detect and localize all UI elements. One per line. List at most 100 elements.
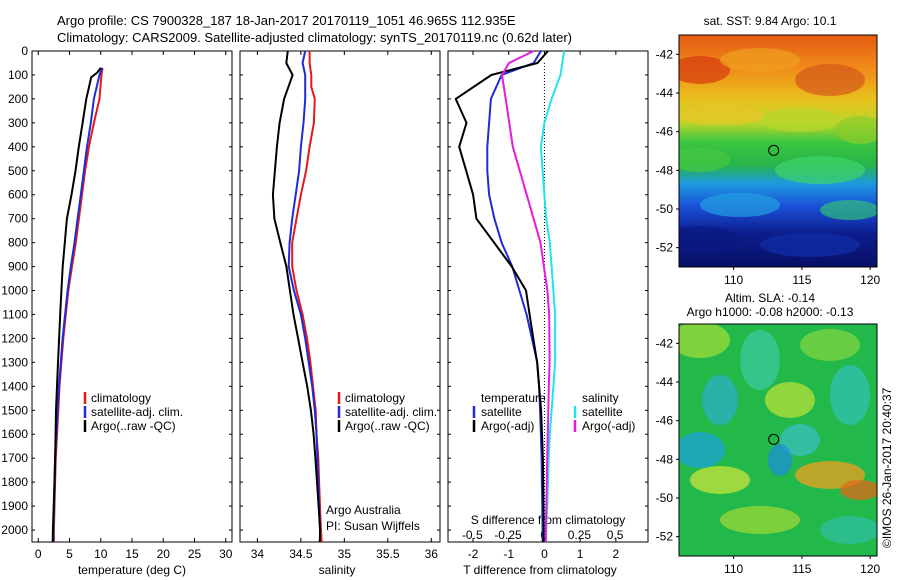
legend-label-sal-argo: Argo(-adj) bbox=[582, 419, 635, 433]
x-tick-label: 1 bbox=[577, 547, 584, 561]
depth-tick-label: 900 bbox=[8, 260, 28, 274]
depth-tick-label: 1900 bbox=[1, 499, 28, 513]
x-tick-label: 2 bbox=[613, 547, 620, 561]
sst-heatmap bbox=[679, 35, 877, 267]
x-tick-label: 25 bbox=[188, 547, 202, 561]
depth-tick-label: 1500 bbox=[1, 403, 28, 417]
depth-tick-label: 100 bbox=[8, 68, 28, 82]
map-y-tick-label: -42 bbox=[656, 47, 674, 61]
map-x-tick-label: 120 bbox=[860, 562, 880, 576]
sla-map-frame bbox=[678, 323, 878, 557]
depth-tick-label: 2000 bbox=[1, 523, 28, 537]
sla-texture bbox=[720, 506, 800, 534]
credit-pi: PI: Susan Wijffels bbox=[326, 519, 420, 533]
map-y-tick-label: -48 bbox=[656, 452, 674, 466]
x-tick-label: 0 bbox=[541, 547, 548, 561]
depth-tick-label: 1000 bbox=[1, 284, 28, 298]
sla-texture bbox=[679, 324, 730, 358]
x-tick-label: 15 bbox=[125, 547, 139, 561]
argo-position-marker bbox=[768, 433, 780, 445]
legend-label-argo: Argo(..raw -QC) bbox=[345, 419, 430, 433]
sst-texture bbox=[775, 156, 865, 184]
map-y-tick-label: -44 bbox=[656, 375, 674, 389]
argo-position-marker bbox=[768, 144, 780, 156]
x-tick-label: 20 bbox=[157, 547, 171, 561]
difference-x-label: T difference from climatology bbox=[463, 563, 617, 577]
map-y-tick-label: -42 bbox=[656, 336, 674, 350]
series-line-salinity-satellite bbox=[539, 50, 566, 542]
legend-label-satellite: satellite-adj. clim. bbox=[345, 405, 437, 419]
x-tick-label: 10 bbox=[94, 547, 108, 561]
sla-map-axes: -42 -44 -46 -48 -50 -52 110 115 120 bbox=[656, 336, 881, 576]
series-line-temperature-satellite bbox=[486, 50, 544, 542]
sst-texture bbox=[679, 148, 730, 172]
series-line-argo-raw-qc bbox=[271, 50, 322, 543]
s-diff-tick-label: -0.25 bbox=[494, 528, 522, 542]
depth-tick-label: 1700 bbox=[1, 451, 28, 465]
sla-texture bbox=[780, 424, 820, 456]
map-y-tick-label: -46 bbox=[656, 414, 674, 428]
sla-texture bbox=[800, 329, 860, 361]
map-x-tick-label: 110 bbox=[724, 273, 743, 287]
map-y-tick-label: -44 bbox=[656, 86, 674, 100]
depth-tick-label: 1400 bbox=[1, 379, 28, 393]
map-y-tick-label: -48 bbox=[656, 163, 674, 177]
sla-texture bbox=[768, 444, 792, 476]
credit-argo-australia: Argo Australia bbox=[326, 503, 401, 517]
series-line-argo-raw-qc bbox=[51, 67, 102, 543]
difference-series-group bbox=[454, 50, 566, 543]
depth-tick-label: 1200 bbox=[1, 331, 28, 345]
x-tick-label: 34.5 bbox=[289, 547, 313, 561]
figure-title-line2: Climatology: CARS2009. Satellite-adjuste… bbox=[57, 30, 572, 45]
sst-texture bbox=[679, 105, 765, 125]
map-y-tick-label: -52 bbox=[656, 530, 674, 544]
sla-texture bbox=[679, 432, 725, 468]
depth-tick-label: 0 bbox=[21, 44, 28, 58]
x-tick-label: 0 bbox=[35, 547, 42, 561]
sst-texture bbox=[720, 48, 800, 72]
map-x-tick-label: 110 bbox=[724, 562, 743, 576]
sst-texture bbox=[760, 233, 860, 257]
depth-tick-label: 700 bbox=[8, 212, 28, 226]
sla-texture bbox=[830, 365, 870, 425]
salinity-legend: climatology satellite-adj. clim. Argo(..… bbox=[326, 391, 437, 533]
legend-label-temp-satellite: satellite bbox=[481, 405, 522, 419]
s-diff-tick-label: 0.25 bbox=[568, 528, 592, 542]
map-x-tick-label: 115 bbox=[792, 273, 811, 287]
temperature-x-axis: 0 5 10 15 20 25 30 bbox=[35, 51, 233, 561]
depth-tick-label: 200 bbox=[8, 92, 28, 106]
x-tick-label: 35.5 bbox=[376, 547, 400, 561]
sst-texture bbox=[679, 56, 730, 84]
depth-tick-label: 1800 bbox=[1, 475, 28, 489]
depth-tick-label: 1600 bbox=[1, 427, 28, 441]
legend-heading-temperature: temperature bbox=[481, 391, 546, 405]
depth-axis: 0 100 200 300 400 500 600 700 800 900 1000 1100 1200… bbox=[1, 44, 648, 537]
sst-texture bbox=[679, 226, 740, 254]
sla-map-title-line2: Argo h1000: -0.08 h2000: -0.13 bbox=[687, 305, 854, 319]
salinity-x-axis: 34 34.5 35 35.5 36 bbox=[251, 51, 438, 561]
series-line-satellite-adj-clim bbox=[287, 50, 321, 542]
sla-texture bbox=[820, 516, 877, 544]
x-tick-label: 5 bbox=[66, 547, 73, 561]
series-line-salinity-argo-adj bbox=[501, 50, 551, 543]
legend-heading-salinity: salinity bbox=[582, 391, 619, 405]
sst-map-frame bbox=[678, 34, 878, 268]
legend-label-temp-argo: Argo(-adj) bbox=[481, 419, 534, 433]
sla-texture bbox=[702, 375, 738, 425]
map-y-tick-label: -46 bbox=[656, 125, 674, 139]
difference-legend: temperature satellite Argo(-adj) salinit… bbox=[472, 391, 635, 433]
difference-s-label: S difference from climatology bbox=[471, 513, 626, 527]
salinity-series-group bbox=[271, 50, 323, 543]
map-y-tick-label: -52 bbox=[656, 241, 674, 255]
sla-texture bbox=[840, 480, 877, 500]
sla-map-title-line1: Altim. SLA: -0.14 bbox=[725, 291, 815, 305]
map-x-tick-label: 120 bbox=[860, 273, 880, 287]
depth-tick-label: 300 bbox=[8, 116, 28, 130]
sst-map-axes: -42 -44 -46 -48 -50 -52 110 115 120 bbox=[656, 47, 881, 287]
sst-texture bbox=[835, 116, 877, 144]
depth-tick-label: 1300 bbox=[1, 355, 28, 369]
x-tick-label: -1 bbox=[503, 547, 514, 561]
sst-texture bbox=[795, 64, 865, 96]
sla-texture bbox=[690, 466, 750, 494]
